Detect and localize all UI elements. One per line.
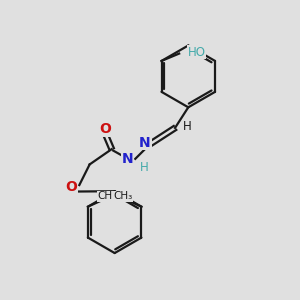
- Text: O: O: [65, 179, 77, 194]
- Text: N: N: [122, 152, 133, 167]
- Text: N: N: [139, 136, 151, 150]
- Text: O: O: [99, 122, 111, 136]
- Text: H: H: [140, 161, 148, 174]
- Text: CH₃: CH₃: [113, 191, 132, 201]
- Text: H: H: [183, 120, 192, 133]
- Text: HO: HO: [188, 46, 206, 59]
- Text: CH₃: CH₃: [97, 191, 116, 201]
